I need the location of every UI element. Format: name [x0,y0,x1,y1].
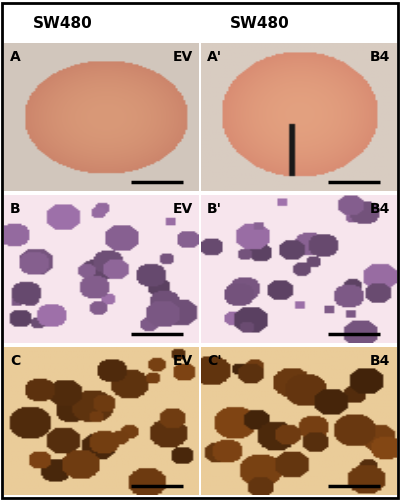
Text: A': A' [207,50,222,64]
Text: B4: B4 [370,202,390,216]
Text: EV: EV [173,354,193,368]
Text: SW480: SW480 [33,16,93,31]
Text: B: B [10,202,20,216]
Text: C': C' [207,354,222,368]
Text: A: A [10,50,21,64]
Text: B': B' [207,202,222,216]
Text: B4: B4 [370,354,390,368]
Text: C: C [10,354,20,368]
Text: SW480: SW480 [230,16,290,31]
Text: EV: EV [173,202,193,216]
Text: B4: B4 [370,50,390,64]
Text: EV: EV [173,50,193,64]
